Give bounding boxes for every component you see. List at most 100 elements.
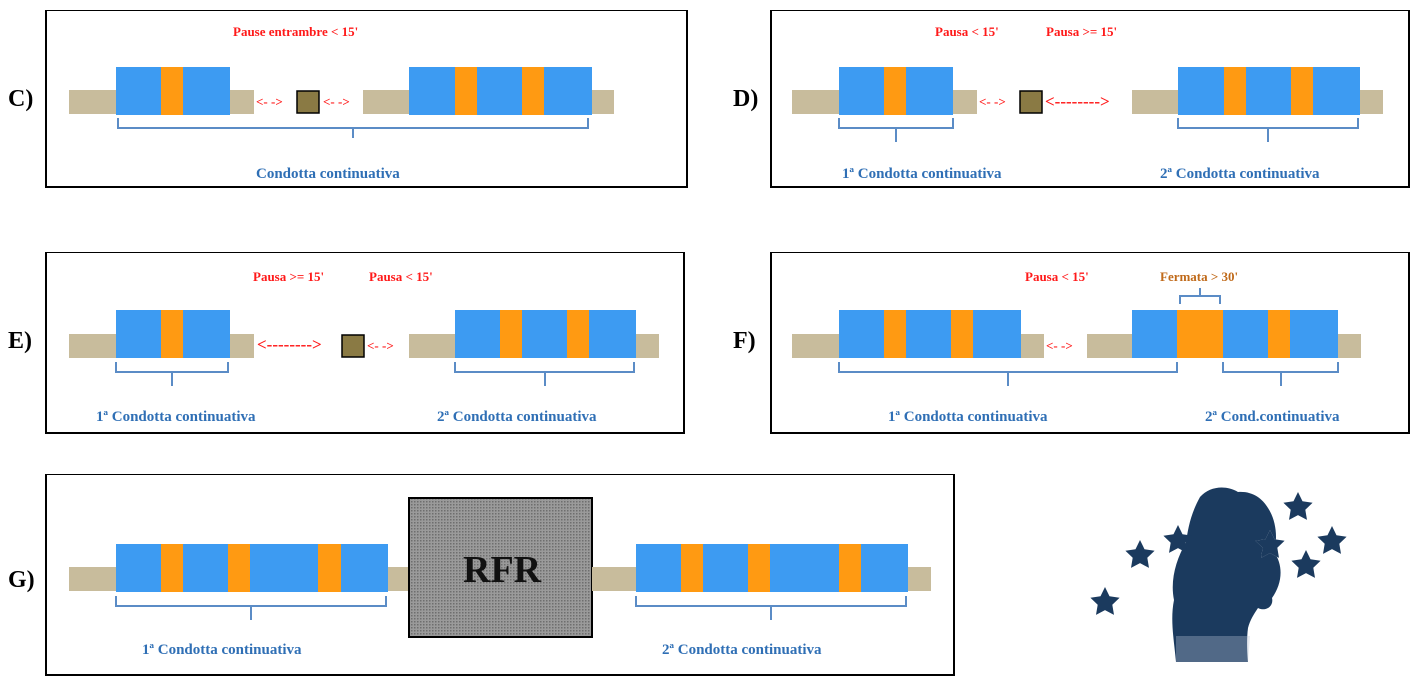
pause-text: Pausa < 15' <box>369 269 433 284</box>
brace <box>115 596 387 620</box>
rest-segment <box>1132 90 1178 114</box>
rest-segment <box>69 567 116 591</box>
star-icon <box>1291 550 1321 578</box>
short-pause-arrow: <- -> <box>979 94 1006 109</box>
driving-segment <box>116 544 161 592</box>
driving-segment <box>455 310 500 358</box>
timeline-c <box>69 67 614 138</box>
driving-segment <box>839 310 884 358</box>
brace <box>1177 118 1359 142</box>
driving-segment <box>1178 67 1224 115</box>
fermata-text: Fermata > 30' <box>1160 269 1238 284</box>
timelines-diagram: Pause entrambre < 15' <- -> <- -> Condot… <box>69 24 1383 662</box>
star-icon <box>1317 526 1347 554</box>
short-pause-arrow: <- -> <box>323 94 350 109</box>
pause-box <box>296 90 320 114</box>
rest-segment <box>69 90 116 114</box>
long-pause-arrow: <--------> <box>1045 92 1110 111</box>
condotta-label: Condotta continuativa <box>256 166 400 182</box>
short-pause-arrow: <- -> <box>367 338 394 353</box>
brace <box>117 118 589 138</box>
long-stop-segment <box>1177 310 1223 358</box>
stop-segment <box>228 544 250 592</box>
pause-box <box>1019 90 1043 114</box>
condotta-label: 1ª Condotta continuativa <box>888 409 1048 425</box>
driving-segment <box>183 544 228 592</box>
driving-segment <box>116 67 161 115</box>
pause-text: Pausa >= 15' <box>253 269 324 284</box>
rfr-label: RFR <box>463 549 542 591</box>
condotta-label: 1ª Condotta continuativa <box>142 642 302 658</box>
panel-g-label: G) <box>8 567 35 593</box>
panel-c-label: C) <box>8 86 34 112</box>
driving-segment <box>341 544 388 592</box>
rest-segment <box>409 334 455 358</box>
rfr-box <box>408 497 593 638</box>
star-icon <box>1283 492 1313 520</box>
panel-f <box>770 252 1410 434</box>
driving-segment <box>906 67 953 115</box>
stop-segment <box>951 310 973 358</box>
brace <box>635 596 907 620</box>
brace <box>454 362 635 386</box>
rest-segment <box>1360 90 1383 114</box>
rest-segment <box>69 334 116 358</box>
rest-segment <box>1338 334 1361 358</box>
stop-segment <box>567 310 589 358</box>
rest-segment <box>230 334 254 358</box>
rest-segment <box>388 567 408 591</box>
stop-segment <box>839 544 861 592</box>
timeline-d <box>792 67 1383 142</box>
rest-segment <box>792 334 839 358</box>
driving-segment <box>1132 310 1177 358</box>
timeline-e <box>69 310 659 386</box>
condotta-label: 2ª Condotta continuativa <box>1160 166 1320 182</box>
stop-segment <box>161 67 183 115</box>
driving-segment <box>183 310 230 358</box>
rest-segment <box>592 90 614 114</box>
driving-segment <box>477 67 522 115</box>
bear-silhouette <box>1172 487 1281 662</box>
brace <box>838 118 954 142</box>
rest-segment <box>363 90 409 114</box>
condotta-label: 2ª Cond.continuativa <box>1205 409 1340 425</box>
bear-with-stars-logo <box>1090 487 1347 662</box>
stop-segment <box>161 544 183 592</box>
brace <box>838 362 1178 386</box>
pause-text: Pausa >= 15' <box>1046 24 1117 39</box>
rest-segment <box>1021 334 1044 358</box>
rest-segment <box>908 567 931 591</box>
driving-segment <box>544 67 592 115</box>
timeline-g <box>69 497 931 638</box>
pause-box <box>341 334 365 358</box>
stop-segment <box>318 544 341 592</box>
driving-segment <box>1246 67 1291 115</box>
panel-d-label: D) <box>733 86 759 112</box>
rest-segment <box>1087 334 1132 358</box>
brace <box>115 362 229 386</box>
pause-text: Pause entrambre < 15' <box>233 24 358 39</box>
driving-segment <box>1290 310 1338 358</box>
driving-segment <box>839 67 884 115</box>
pause-text: Pausa < 15' <box>935 24 999 39</box>
driving-segment <box>522 310 567 358</box>
stop-segment <box>522 67 544 115</box>
driving-segment <box>636 544 681 592</box>
panel-e-label: E) <box>8 328 32 354</box>
stop-segment <box>748 544 770 592</box>
star-icon <box>1125 540 1155 568</box>
stop-segment <box>1268 310 1290 358</box>
brace <box>1222 362 1339 386</box>
condotta-label: 1ª Condotta continuativa <box>96 409 256 425</box>
driving-segment <box>861 544 908 592</box>
stop-segment <box>455 67 477 115</box>
stop-segment <box>1224 67 1246 115</box>
driving-segment <box>906 310 951 358</box>
stop-segment <box>884 310 906 358</box>
panel-d <box>770 10 1410 188</box>
pause-text: Pausa < 15' <box>1025 269 1089 284</box>
rest-segment <box>230 90 254 114</box>
rest-segment <box>792 90 839 114</box>
panel-c <box>45 10 688 188</box>
stop-segment <box>500 310 522 358</box>
